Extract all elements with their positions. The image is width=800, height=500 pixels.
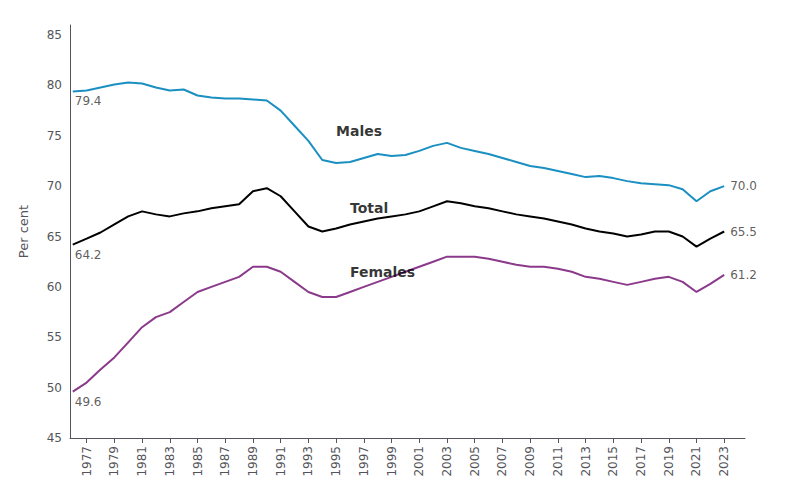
svg-text:49.6: 49.6	[75, 395, 102, 409]
svg-text:2005: 2005	[468, 446, 482, 477]
svg-text:1981: 1981	[135, 446, 149, 477]
svg-text:1991: 1991	[274, 446, 288, 477]
svg-text:55: 55	[47, 330, 62, 344]
svg-text:65: 65	[47, 230, 62, 244]
svg-text:1995: 1995	[329, 446, 343, 477]
svg-text:1979: 1979	[107, 446, 121, 477]
svg-text:2021: 2021	[689, 446, 703, 477]
svg-text:2013: 2013	[579, 446, 593, 477]
svg-text:80: 80	[47, 78, 62, 92]
svg-text:1993: 1993	[301, 446, 315, 477]
svg-text:2001: 2001	[412, 446, 426, 477]
svg-text:50: 50	[47, 381, 62, 395]
svg-text:Per cent: Per cent	[16, 205, 31, 258]
svg-text:1997: 1997	[357, 446, 371, 477]
svg-text:61.2: 61.2	[730, 268, 757, 282]
svg-text:45: 45	[47, 431, 62, 445]
svg-text:2015: 2015	[606, 446, 620, 477]
svg-text:2019: 2019	[662, 446, 676, 477]
svg-text:60: 60	[47, 280, 62, 294]
svg-text:70: 70	[47, 179, 62, 193]
svg-text:2003: 2003	[440, 446, 454, 477]
svg-text:1989: 1989	[246, 446, 260, 477]
svg-text:2011: 2011	[551, 446, 565, 477]
svg-text:1977: 1977	[80, 446, 94, 477]
svg-text:1987: 1987	[218, 446, 232, 477]
svg-text:1985: 1985	[191, 446, 205, 477]
svg-text:85: 85	[47, 28, 62, 42]
svg-text:79.4: 79.4	[75, 94, 102, 108]
svg-text:1999: 1999	[385, 446, 399, 477]
svg-text:2007: 2007	[495, 446, 509, 477]
svg-text:Males: Males	[336, 123, 382, 139]
svg-text:1983: 1983	[163, 446, 177, 477]
svg-text:75: 75	[47, 129, 62, 143]
svg-text:2017: 2017	[634, 446, 648, 477]
svg-text:64.2: 64.2	[75, 248, 102, 262]
svg-text:Females: Females	[350, 264, 415, 280]
svg-text:2023: 2023	[717, 446, 731, 477]
svg-text:Total: Total	[350, 200, 388, 216]
svg-text:70.0: 70.0	[730, 179, 757, 193]
svg-text:65.5: 65.5	[730, 225, 757, 239]
svg-text:2009: 2009	[523, 446, 537, 477]
